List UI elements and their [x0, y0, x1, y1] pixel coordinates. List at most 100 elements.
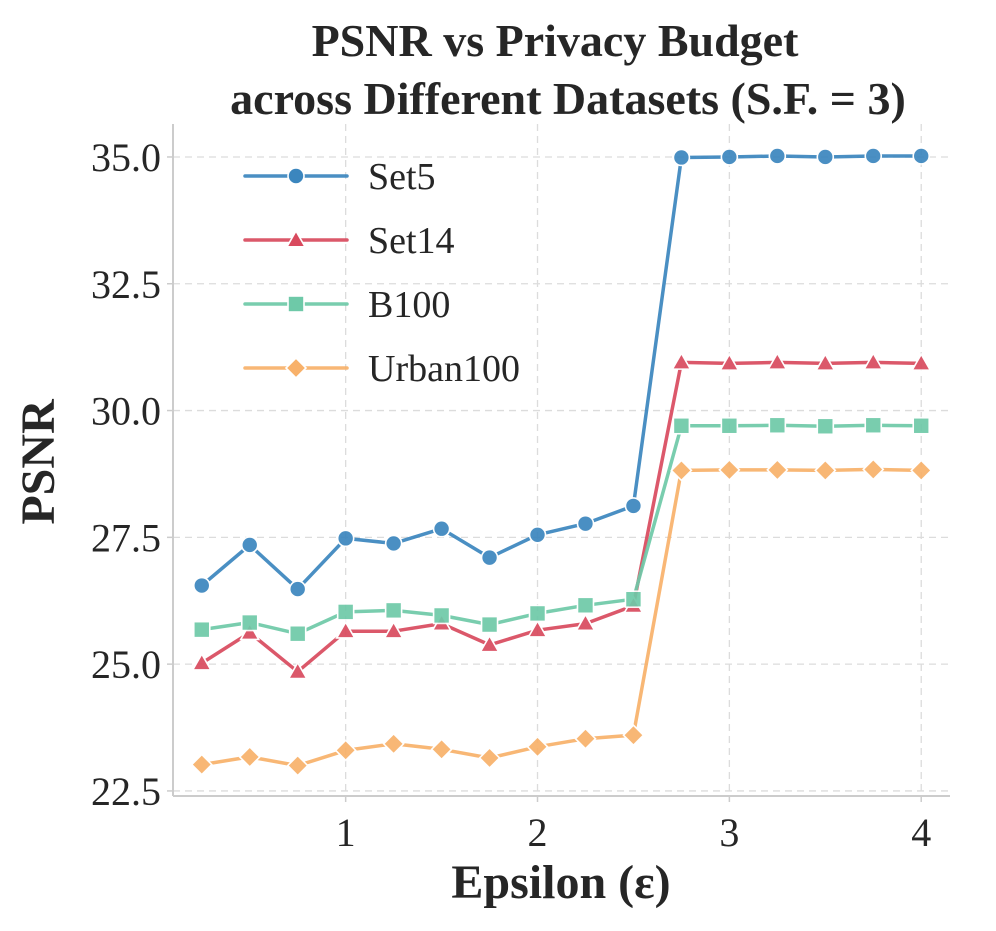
data-point [768, 147, 787, 165]
data-point [432, 519, 451, 538]
data-point [672, 416, 691, 435]
data-point [528, 604, 547, 623]
legend-marker [284, 356, 308, 380]
data-point [862, 351, 884, 370]
data-point [382, 732, 405, 755]
data-point [528, 526, 547, 544]
ticks: 1 2 3 4 22.5 25.0 27.5 30.0 32.5 35.0 [91, 135, 931, 855]
legend-item: Set14 [243, 220, 455, 262]
data-point [527, 619, 548, 638]
y-tick-label: 32.5 [91, 262, 161, 307]
data-point [479, 634, 500, 653]
data-point [720, 416, 739, 435]
data-point [864, 416, 883, 435]
series-line [200, 467, 923, 768]
data-point [766, 458, 789, 482]
legend-item: Urban100 [243, 348, 520, 390]
y-tick-label: 35.0 [91, 135, 161, 180]
legend: Set5 Set14 B100 Urban100 [243, 156, 520, 390]
data-point [574, 727, 597, 750]
data-point [191, 652, 213, 671]
data-point [526, 735, 549, 758]
legend-label: Urban100 [368, 348, 520, 390]
data-point [670, 459, 693, 482]
axes-spines [172, 124, 950, 797]
legend-label: B100 [368, 284, 450, 326]
chart-title-line-1: PSNR vs Privacy Budget [312, 15, 800, 66]
data-point [816, 148, 835, 166]
data-point [576, 596, 595, 615]
data-point [910, 459, 933, 482]
series-urban100 [190, 458, 933, 777]
legend-item: Set5 [243, 156, 436, 198]
data-point [862, 458, 885, 481]
legend-label: Set5 [368, 156, 436, 198]
series-line [200, 423, 923, 636]
x-tick-label: 2 [528, 810, 548, 855]
y-tick-label: 27.5 [91, 515, 161, 560]
data-point [480, 548, 499, 567]
data-point [239, 622, 261, 641]
data-point [432, 606, 451, 625]
data-point [672, 148, 691, 167]
x-tick-label: 3 [719, 810, 739, 855]
series-b100 [192, 416, 931, 643]
series [190, 147, 933, 777]
data-point [768, 416, 787, 435]
grid [173, 124, 950, 796]
data-point [430, 738, 453, 761]
legend-item: B100 [243, 284, 450, 326]
data-point [480, 615, 499, 634]
data-point [624, 590, 643, 609]
data-point [814, 459, 837, 482]
x-tick-label: 4 [911, 810, 931, 855]
data-point [814, 352, 836, 371]
data-point [384, 601, 403, 620]
data-point [478, 746, 501, 770]
x-axis-label: Epsilon (ε) [451, 856, 670, 909]
data-point [286, 754, 309, 777]
series-line [200, 154, 923, 591]
data-point [288, 624, 307, 643]
y-tick-label: 30.0 [91, 389, 161, 434]
data-point [766, 351, 788, 370]
data-point [910, 352, 932, 371]
y-tick-label: 25.0 [91, 642, 161, 687]
legend-marker [285, 229, 307, 248]
legend-label: Set14 [368, 220, 455, 262]
data-point [336, 529, 355, 548]
data-point [383, 620, 405, 639]
data-point [720, 148, 739, 166]
data-point [334, 739, 357, 762]
series-line [200, 360, 923, 674]
x-tick-label: 1 [336, 810, 356, 855]
data-point [336, 603, 355, 621]
data-point [912, 147, 931, 165]
data-point [912, 416, 931, 435]
data-point [718, 458, 741, 482]
data-point [816, 417, 835, 436]
data-point [240, 613, 259, 632]
data-point [287, 661, 309, 680]
series-set14 [191, 351, 932, 680]
data-point [238, 745, 261, 769]
y-tick-label: 22.5 [91, 769, 161, 814]
data-point [671, 351, 692, 370]
data-point [335, 620, 357, 639]
data-point [240, 536, 259, 554]
data-point [192, 576, 211, 595]
legend-marker [287, 167, 305, 185]
legend-marker [287, 295, 305, 313]
data-point [576, 514, 595, 533]
data-point [575, 612, 596, 632]
y-axis-label: PSNR [12, 398, 65, 525]
data-point [864, 147, 883, 165]
data-point [190, 753, 213, 776]
data-point [192, 620, 211, 639]
data-point [622, 724, 645, 747]
chart-title-line-2: across Different Datasets (S.F. = 3) [230, 73, 906, 124]
data-point [384, 534, 403, 553]
data-point [624, 497, 643, 515]
